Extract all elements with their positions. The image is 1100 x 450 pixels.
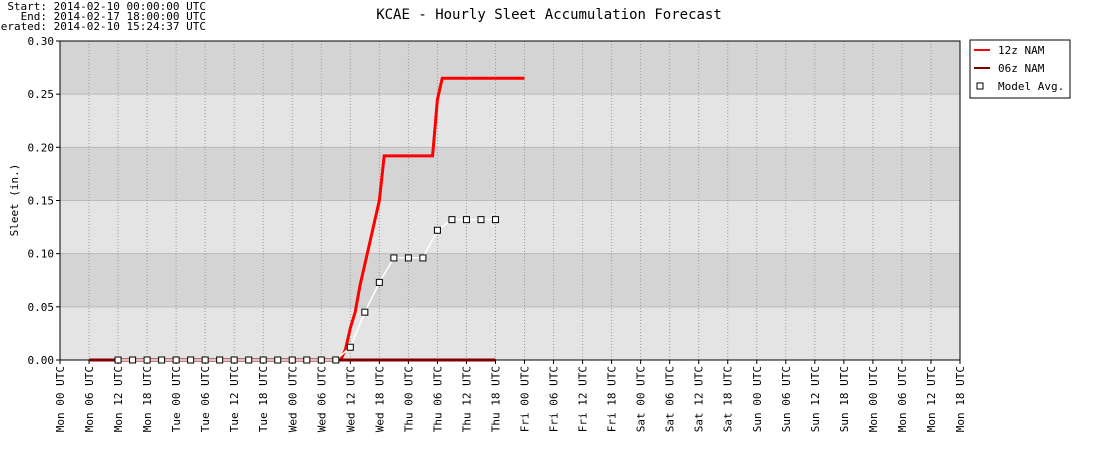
x-tick-label: Sat 12 UTC: [693, 366, 706, 432]
data-point: [187, 356, 195, 364]
x-tick-label: Mon 12 UTC: [112, 366, 125, 432]
x-tick-label: Thu 06 UTC: [431, 366, 444, 432]
x-tick-label: Mon 18 UTC: [141, 366, 154, 432]
y-tick-label: 0.25: [28, 88, 55, 101]
x-tick-label: Sun 12 UTC: [809, 366, 822, 432]
data-point: [114, 356, 122, 364]
x-tick-label: Sat 18 UTC: [722, 366, 735, 432]
data-point: [143, 356, 151, 364]
x-tick-label: Tue 12 UTC: [228, 366, 241, 432]
x-tick-label: Sun 06 UTC: [780, 366, 793, 432]
grid-band: [60, 253, 960, 307]
legend-label: 12z NAM: [998, 44, 1045, 57]
y-tick-label: 0.00: [28, 354, 55, 367]
x-tick-label: Mon 06 UTC: [896, 366, 909, 432]
data-point: [462, 216, 470, 224]
data-point: [274, 356, 282, 364]
data-point: [375, 278, 383, 286]
grid-band: [60, 94, 960, 148]
data-point: [433, 226, 441, 234]
data-point: [404, 254, 412, 262]
x-tick-label: Wed 12 UTC: [344, 366, 357, 432]
x-tick-label: Mon 12 UTC: [925, 366, 938, 432]
x-tick-label: Sun 00 UTC: [751, 366, 764, 432]
y-tick-label: 0.10: [28, 248, 55, 261]
data-point: [491, 216, 499, 224]
x-tick-label: Wed 00 UTC: [286, 366, 299, 432]
x-tick-label: Sun 18 UTC: [838, 366, 851, 432]
data-point: [216, 356, 224, 364]
data-point: [158, 356, 166, 364]
legend-label: Model Avg.: [998, 80, 1064, 93]
x-tick-label: Mon 06 UTC: [83, 366, 96, 432]
data-point: [332, 356, 340, 364]
data-point: [419, 254, 427, 262]
x-tick-label: Fri 12 UTC: [577, 366, 590, 432]
chart-title: KCAE - Hourly Sleet Accumulation Forecas…: [376, 7, 722, 23]
data-point: [230, 356, 238, 364]
x-tick-label: Thu 12 UTC: [460, 366, 473, 432]
data-point: [303, 356, 311, 364]
x-tick-label: Sat 00 UTC: [635, 366, 648, 432]
info-line: End: 2014-02-17 18:00:00 UTC: [21, 10, 206, 23]
grid-band: [60, 200, 960, 254]
y-tick-label: 0.20: [28, 141, 55, 154]
info-line: Generated: 2014-02-10 15:24:37 UTC: [0, 20, 206, 33]
x-tick-label: Mon 00 UTC: [54, 366, 67, 432]
data-point: [477, 216, 485, 224]
x-tick-label: Thu 18 UTC: [489, 366, 502, 432]
x-tick-label: Wed 06 UTC: [315, 366, 328, 432]
y-tick-label: 0.30: [28, 35, 55, 48]
grid-band: [60, 41, 960, 95]
plot-frame: [59, 40, 961, 361]
series-line: [118, 76, 525, 362]
data-point: [288, 356, 296, 364]
data-point: [201, 356, 209, 364]
grid-band: [60, 147, 960, 201]
data-point: [129, 356, 137, 364]
data-point: [346, 343, 354, 351]
x-tick-label: Sat 06 UTC: [664, 366, 677, 432]
y-axis-label: Sleet (in.): [8, 164, 21, 237]
data-point: [259, 356, 267, 364]
grid-band: [60, 306, 960, 360]
legend-label: 06z NAM: [998, 62, 1045, 75]
x-tick-label: Mon 18 UTC: [954, 366, 967, 432]
data-point: [245, 356, 253, 364]
x-tick-label: Fri 06 UTC: [548, 366, 561, 432]
x-tick-label: Tue 18 UTC: [257, 366, 270, 432]
data-point: [448, 216, 456, 224]
x-tick-label: Tue 00 UTC: [170, 366, 183, 432]
x-tick-label: Wed 18 UTC: [373, 366, 386, 432]
x-tick-label: Mon 00 UTC: [867, 366, 880, 432]
x-tick-label: Fri 00 UTC: [519, 366, 532, 432]
y-tick-label: 0.15: [28, 195, 55, 208]
info-line: Start: 2014-02-10 00:00:00 UTC: [7, 0, 206, 13]
data-point: [317, 356, 325, 364]
x-tick-label: Thu 00 UTC: [402, 366, 415, 432]
data-point: [172, 356, 180, 364]
y-tick-label: 0.05: [28, 301, 55, 314]
data-point: [361, 308, 369, 316]
legend-marker: [976, 82, 984, 90]
data-point: [390, 254, 398, 262]
x-tick-label: Fri 18 UTC: [606, 366, 619, 432]
x-tick-label: Tue 06 UTC: [199, 366, 212, 432]
